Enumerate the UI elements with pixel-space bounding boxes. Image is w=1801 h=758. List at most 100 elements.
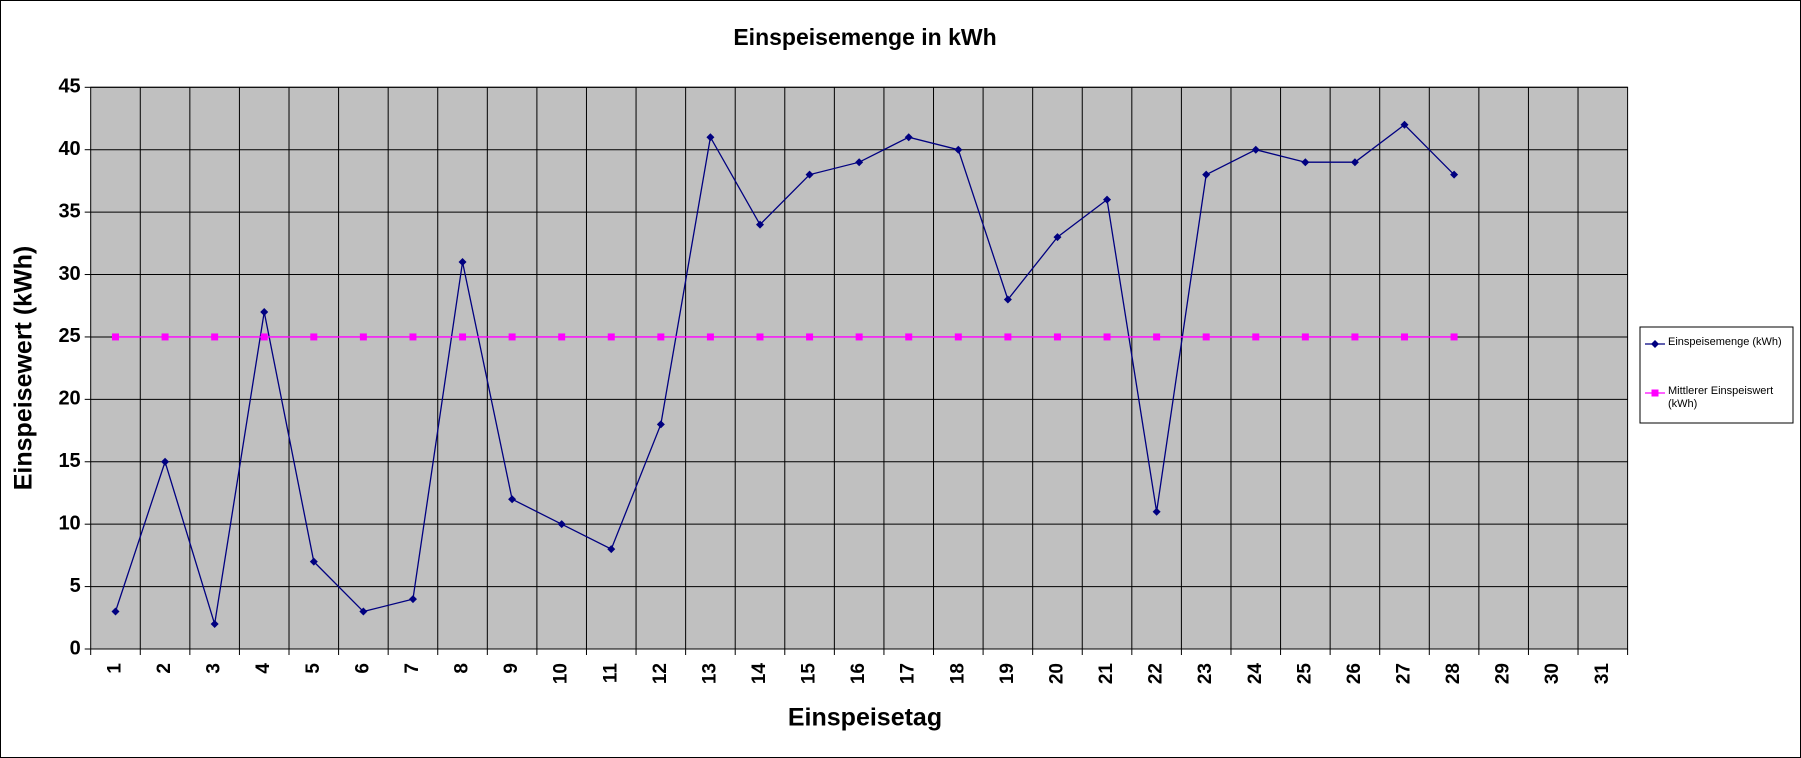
data-point [260,333,268,341]
data-point [260,307,269,316]
data-point [1152,507,1161,516]
legend-label: Mittlerer Einspeiswert (kWh) [1668,385,1774,410]
x-tick-label: 24 [1245,663,1266,685]
data-point [1351,333,1359,341]
data-point [508,495,517,504]
data-point [508,333,516,341]
x-tick-label: 22 [1146,663,1167,684]
data-point [855,158,864,167]
y-tick-label: 30 [58,263,80,285]
data-point [1053,233,1062,242]
data-point [408,595,417,604]
data-point [756,333,764,341]
x-tick-label: 23 [1195,663,1216,684]
data-point [409,333,417,341]
x-tick-label: 9 [501,663,522,674]
legend-label: Einspeisemenge (kWh) [1668,336,1782,348]
data-point [1450,333,1458,341]
chart-title: Einspeisemenge in kWh [733,24,996,50]
y-tick-label: 15 [58,450,80,472]
data-point [1252,333,1260,341]
data-point [1301,333,1309,341]
data-point [558,333,566,341]
data-point [1004,333,1012,341]
data-point [310,333,318,341]
x-tick-label: 15 [799,663,820,685]
x-tick-label: 28 [1443,663,1464,684]
data-point [1202,170,1211,179]
y-tick-label: 0 [70,637,81,659]
data-point [1350,158,1359,167]
x-tick-label: 7 [402,663,423,674]
x-tick-label: 29 [1493,663,1514,684]
x-tick-label: 18 [947,663,968,684]
data-point [904,133,913,142]
x-tick-label: 10 [551,663,572,684]
x-tick-label: 6 [352,663,373,674]
x-tick-label: 4 [253,663,274,674]
data-point [607,545,616,554]
data-point [1202,333,1210,341]
y-tick-label: 20 [58,388,80,410]
legend-label-box: Einspeisemenge (kWh) [1668,336,1782,348]
data-point [1053,333,1061,341]
data-point [706,133,715,142]
data-point [806,333,814,341]
legend-marker [1651,389,1659,397]
data-point [755,220,764,229]
x-tick-label: 3 [204,663,225,674]
data-point [954,145,963,154]
data-point [458,258,467,267]
data-point [805,170,814,179]
y-tick-label: 35 [58,200,80,222]
x-tick-label: 21 [1096,663,1117,685]
data-point [211,333,219,341]
data-point [359,607,368,616]
data-point [111,607,120,616]
y-tick-label: 25 [58,325,80,347]
x-tick-label: 11 [600,663,621,684]
data-point [161,457,170,466]
x-tick-label: 2 [154,663,175,674]
data-point [111,333,119,341]
y-axis-title: Einspeisewert (kWh) [10,246,38,491]
x-tick-label: 12 [650,663,671,684]
data-point [954,333,962,341]
x-tick-label: 26 [1344,663,1365,684]
x-tick-label: 14 [749,663,770,685]
legend-label-box: Mittlerer Einspeiswert (kWh) [1668,385,1774,410]
y-tick-label: 10 [58,512,80,534]
x-tick-label: 5 [303,663,324,674]
data-point [1450,170,1459,179]
x-tick-label: 16 [848,663,869,684]
x-tick-label: 31 [1592,663,1613,685]
series-line [114,123,1455,625]
x-tick-label: 13 [699,663,720,684]
legend [1639,326,1794,424]
data-point [1003,295,1012,304]
data-point [1251,145,1260,154]
data-point [459,333,467,341]
data-point [309,557,318,566]
y-tick-label: 45 [58,76,80,98]
data-point [1401,333,1409,341]
x-tick-label: 30 [1542,663,1563,684]
data-point [905,333,913,341]
x-tick-label: 1 [105,663,126,674]
data-point [657,333,665,341]
y-tick-label: 40 [58,138,80,160]
x-tick-label: 8 [452,663,473,674]
y-tick-label: 5 [70,575,81,597]
data-point [557,520,566,529]
data-point [1301,158,1310,167]
plot-area [90,86,1629,650]
x-tick-label: 25 [1294,663,1315,685]
data-point [359,333,367,341]
data-point [607,333,615,341]
data-point [656,420,665,429]
data-point [210,620,219,629]
x-tick-label: 19 [997,663,1018,684]
data-point [1400,120,1409,129]
data-point [1103,195,1112,204]
